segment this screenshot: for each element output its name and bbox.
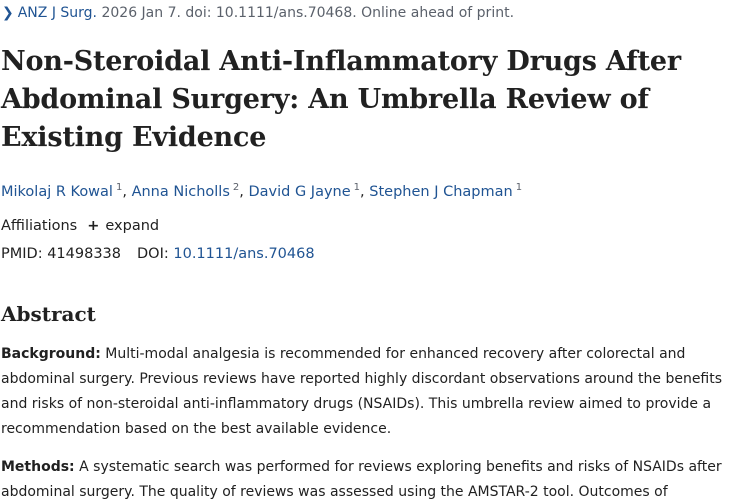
pmid-value: 41498338 bbox=[47, 246, 122, 262]
plus-icon[interactable]: + bbox=[87, 218, 100, 234]
background-label: Background: bbox=[1, 346, 101, 362]
identifiers-row: PMID: 41498338 DOI: 10.1111/ans.70468 bbox=[1, 244, 315, 264]
chevron-right-icon[interactable]: ❯ bbox=[2, 5, 14, 21]
methods-label: Methods: bbox=[1, 459, 75, 475]
article-title: Non-Steroidal Anti-Inflammatory Drugs Af… bbox=[1, 46, 681, 153]
citation-details: 2026 Jan 7. doi: 10.1111/ans.70468. Onli… bbox=[97, 5, 515, 21]
pmid-label: PMID: bbox=[1, 246, 43, 262]
author-affiliation-number[interactable]: 1 bbox=[115, 182, 123, 193]
author-link[interactable]: Mikolaj R Kowal bbox=[1, 184, 113, 200]
author-affiliation-number[interactable]: 1 bbox=[353, 182, 361, 193]
author-link[interactable]: Anna Nicholls bbox=[131, 184, 230, 200]
affiliations-row: Affiliations + expand bbox=[1, 216, 159, 236]
citation-line: ❯ ANZ J Surg. 2026 Jan 7. doi: 10.1111/an… bbox=[2, 4, 514, 22]
background-text: Multi-modal analgesia is recommended for… bbox=[1, 346, 723, 437]
author-list: Mikolaj R Kowal 1, Anna Nicholls 2, David … bbox=[1, 182, 523, 200]
doi-label: DOI: bbox=[137, 246, 169, 262]
abstract-heading: Abstract bbox=[1, 302, 96, 326]
affiliations-label: Affiliations bbox=[1, 218, 78, 234]
author-link[interactable]: Stephen J Chapman bbox=[369, 184, 513, 200]
abstract-background: Background: Multi-modal analgesia is rec… bbox=[1, 342, 749, 442]
doi-link[interactable]: 10.1111/ans.70468 bbox=[173, 246, 315, 262]
affiliations-expand-button[interactable]: expand bbox=[105, 218, 160, 234]
author-affiliation-number[interactable]: 2 bbox=[232, 182, 240, 193]
abstract-methods: Methods: A systematic search was perform… bbox=[1, 455, 749, 500]
author-link[interactable]: David G Jayne bbox=[248, 184, 351, 200]
journal-link[interactable]: ANZ J Surg. bbox=[17, 5, 98, 21]
author-affiliation-number[interactable]: 1 bbox=[515, 182, 523, 193]
methods-text: A systematic search was performed for re… bbox=[1, 459, 722, 500]
